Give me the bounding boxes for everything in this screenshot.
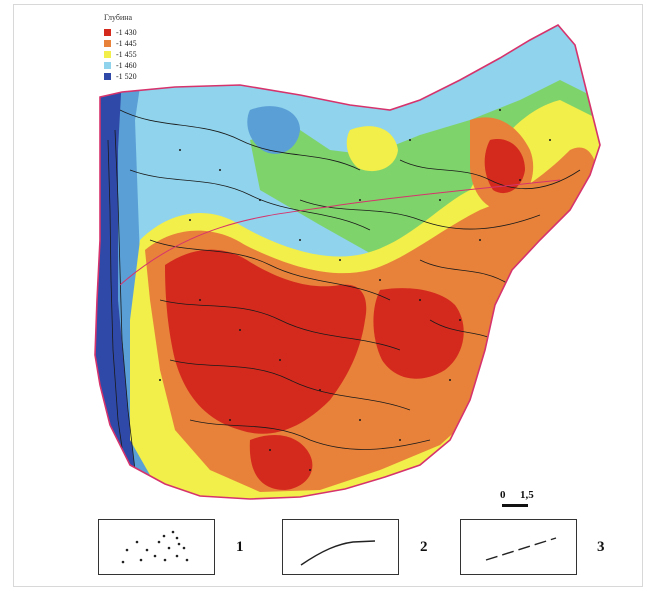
legend-item: -1 445	[104, 39, 137, 48]
legend-label: -1 520	[116, 72, 137, 81]
depth-surface	[95, 25, 600, 499]
dashed-line-icon	[485, 537, 557, 561]
legend-swatch-icon	[104, 62, 111, 69]
legend-swatch-icon	[104, 73, 111, 80]
legend-swatch-icon	[104, 40, 111, 47]
scale-value-label: 1,5	[520, 489, 534, 501]
legend-title: Глубина	[104, 13, 133, 22]
depth-zone-red-east	[373, 288, 464, 379]
legend-swatch-icon	[104, 29, 111, 36]
legend-label: -1 430	[116, 28, 137, 37]
legend-label: -1 460	[116, 61, 137, 70]
depth-zone-red-ne	[484, 139, 525, 194]
field-boundary	[94, 23, 601, 500]
depth-zone-yellow-pocket	[346, 126, 398, 172]
contour-lines	[107, 109, 581, 476]
legend-swatch-icon	[104, 51, 111, 58]
key-box-1	[98, 519, 215, 575]
solid-curve-icon	[300, 540, 376, 566]
key-box-3	[460, 519, 577, 575]
license-line	[119, 179, 561, 286]
dots-icon	[121, 530, 189, 564]
legend-item: -1 460	[104, 61, 137, 70]
scale-zero-label: 0	[500, 489, 506, 501]
legend-item: -1 430	[104, 28, 137, 37]
legend-label: -1 455	[116, 50, 137, 59]
depth-zone-deep-blue	[95, 25, 140, 499]
depth-zone-blue-pocket	[247, 106, 300, 154]
well-points	[159, 109, 551, 471]
key-number-2: 2	[420, 539, 428, 555]
scale-bar-line	[502, 504, 528, 507]
key-number-1: 1	[236, 539, 244, 555]
legend-item: -1 520	[104, 72, 137, 81]
key-box-2	[282, 519, 399, 575]
depth-zone-red-west	[165, 249, 367, 434]
key-number-3: 3	[597, 539, 605, 555]
legend-label: -1 445	[116, 39, 137, 48]
legend-item: -1 455	[104, 50, 137, 59]
depth-zone-red-south	[249, 435, 313, 490]
